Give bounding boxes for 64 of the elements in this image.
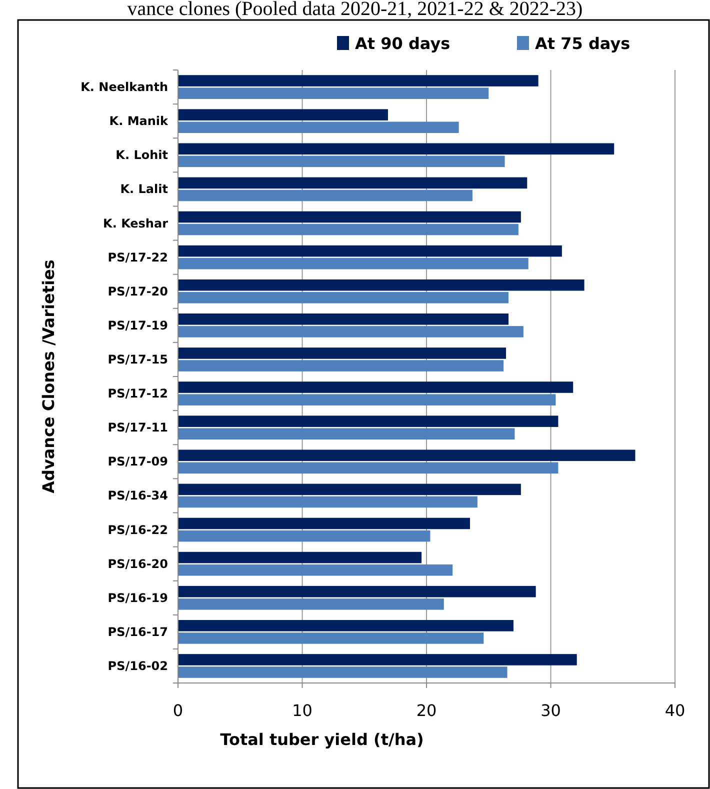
bar [178, 211, 521, 223]
y-tick-label: PS/16-34 [108, 488, 168, 503]
y-tick-label: K. Lalit [120, 182, 168, 196]
bar [178, 122, 459, 134]
x-axis-title: Total tuber yield (t/ha) [220, 730, 424, 749]
bar [178, 496, 478, 508]
bar [178, 109, 388, 120]
y-tick-label: PS/17-11 [108, 420, 168, 435]
bar [178, 428, 515, 440]
y-tick-label: PS/17-12 [108, 386, 168, 401]
y-tick-label: PS/17-15 [108, 352, 168, 366]
bar [178, 313, 509, 325]
bar [178, 620, 514, 632]
bar [178, 75, 538, 86]
bar [178, 348, 506, 359]
y-tick-label: K. Manik [109, 114, 170, 128]
chart-title: vance clones (Pooled data 2020-21, 2021-22 & 2022-23) [127, 0, 583, 20]
y-tick-label: PS/17-09 [108, 454, 168, 469]
y-tick-label: PS/17-19 [108, 318, 168, 332]
y-tick-label: PS/16-02 [108, 658, 168, 673]
bar [178, 382, 574, 393]
y-tick-label: K. Neelkanth [80, 80, 168, 94]
bar [178, 654, 577, 666]
x-tick-label: 20 [416, 701, 437, 720]
bar [178, 279, 584, 291]
bar [178, 518, 470, 530]
x-tick-label: 40 [664, 701, 686, 720]
bar [178, 586, 536, 598]
legend-label: At 90 days [355, 34, 450, 53]
bar [178, 632, 484, 644]
bar [178, 326, 524, 338]
y-axis-title: Advance Clones /Varieties [39, 260, 58, 494]
bar [178, 177, 528, 189]
bar [178, 88, 489, 99]
y-tick-label: PS/16-17 [108, 624, 168, 639]
bar [178, 190, 472, 202]
bar [178, 564, 453, 576]
legend-label: At 75 days [535, 34, 630, 53]
x-tick-label: 10 [292, 701, 312, 720]
bar [178, 598, 444, 610]
y-tick-label: PS/17-20 [108, 284, 168, 298]
bar [178, 450, 636, 462]
x-tick-label: 30 [540, 701, 561, 720]
bar [178, 666, 508, 678]
bar [178, 484, 521, 496]
bar [178, 258, 528, 270]
y-tick-label: PS/16-20 [108, 556, 168, 571]
bar [178, 143, 614, 155]
bar [178, 530, 430, 542]
y-tick-label: PS/16-22 [108, 522, 168, 537]
bar [178, 224, 518, 236]
bar [178, 394, 556, 406]
bar [178, 462, 558, 474]
bar [178, 552, 422, 564]
y-tick-label: K. Keshar [103, 216, 168, 230]
bar [178, 156, 505, 168]
bar [178, 245, 562, 257]
bar [178, 416, 558, 427]
y-tick-label: PS/17-22 [108, 250, 168, 264]
bar [178, 360, 504, 372]
x-tick-label: 0 [172, 701, 184, 720]
y-tick-label: K. Lohit [116, 148, 168, 162]
bar [178, 292, 509, 304]
y-tick-label: PS/16-19 [108, 590, 168, 605]
